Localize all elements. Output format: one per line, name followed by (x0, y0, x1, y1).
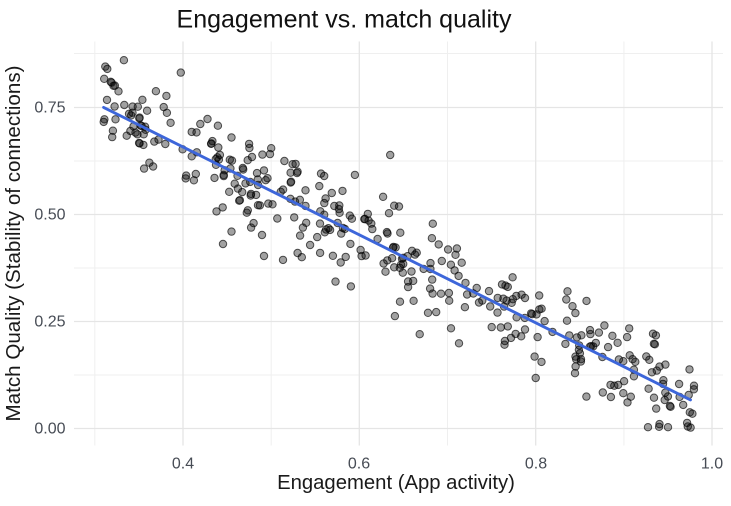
svg-text:0.6: 0.6 (348, 456, 370, 473)
svg-text:0.8: 0.8 (525, 456, 547, 473)
svg-text:0.00: 0.00 (34, 421, 65, 438)
svg-text:0.4: 0.4 (172, 456, 194, 473)
svg-text:0.25: 0.25 (34, 314, 65, 331)
svg-text:Engagement vs. match quality: Engagement vs. match quality (177, 6, 512, 34)
svg-text:1.0: 1.0 (701, 456, 723, 473)
svg-text:Engagement (App activity): Engagement (App activity) (277, 472, 515, 494)
svg-text:0.50: 0.50 (34, 207, 65, 224)
svg-text:Match Quality (Stability of co: Match Quality (Stability of connections) (2, 66, 25, 422)
svg-text:0.75: 0.75 (34, 100, 65, 117)
